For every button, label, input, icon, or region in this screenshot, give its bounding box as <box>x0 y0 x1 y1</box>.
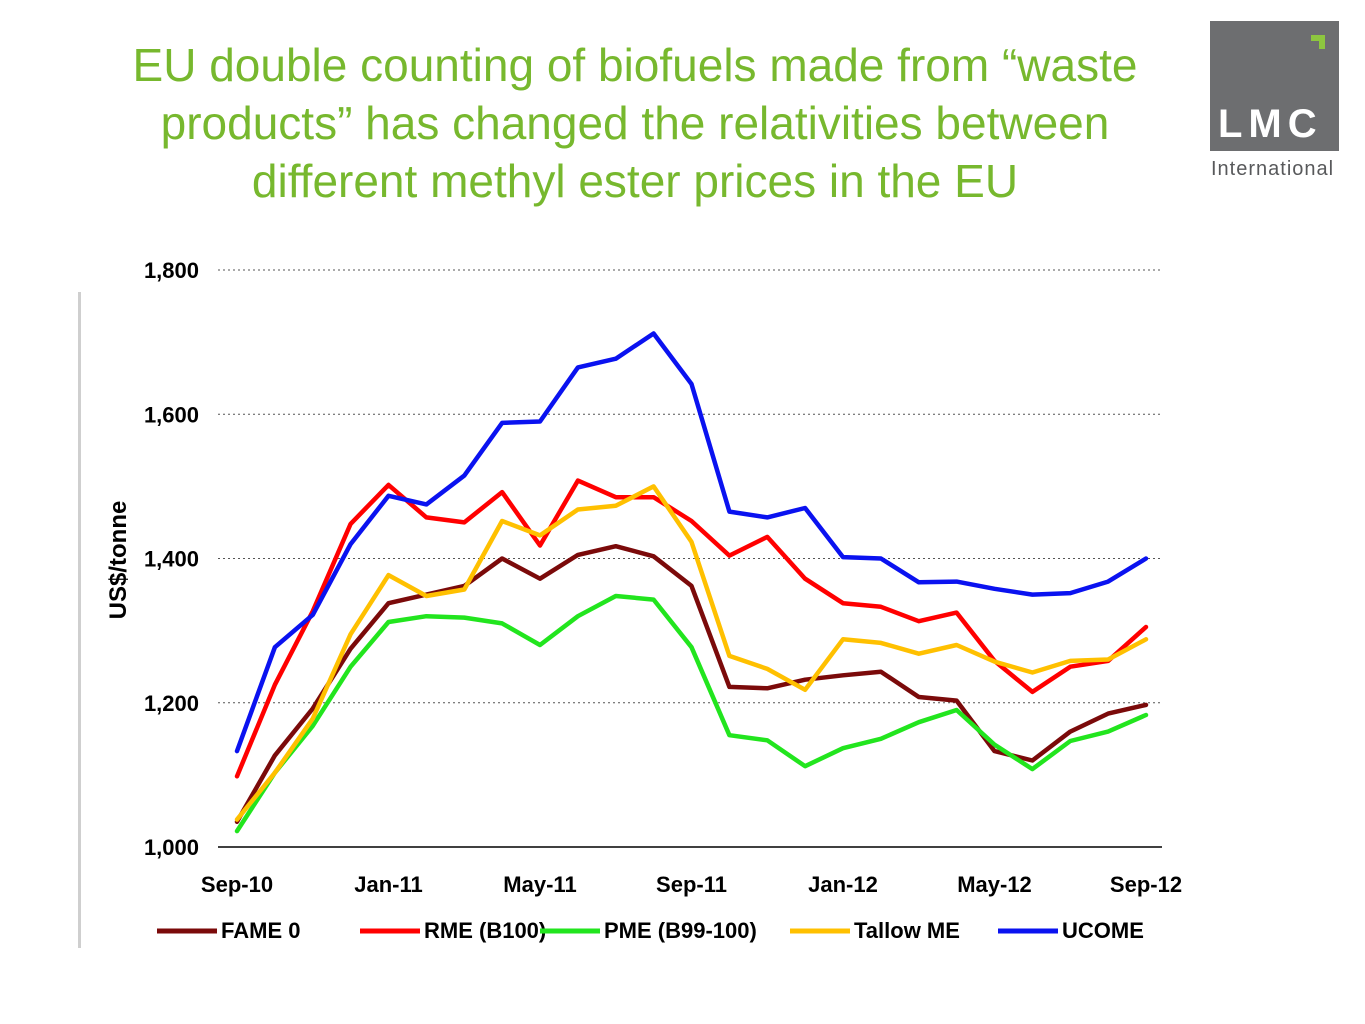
y-tick-label: 1,000 <box>144 835 199 860</box>
lmc-logo: LMC <box>1210 21 1339 151</box>
x-tick-label: Jan-11 <box>354 872 423 897</box>
legend: FAME 0 RME (B100) PME (B99-100) Tallow ME UC… <box>157 918 1144 943</box>
series-lines <box>234 331 1149 834</box>
legend-label: Tallow ME <box>854 918 960 943</box>
x-tick-label: Sep-10 <box>201 872 273 897</box>
y-axis-label: US$/tonne <box>105 501 132 620</box>
title-line-2: products” has changed the relativities b… <box>160 97 1110 149</box>
y-tick-label: 1,200 <box>144 691 199 716</box>
legend-label: PME (B99-100) <box>604 918 757 943</box>
legend-label: RME (B100) <box>424 918 546 943</box>
series-line-1 <box>234 543 1149 825</box>
logo-corner-accent <box>1311 35 1325 49</box>
logo-mark: LMC <box>1218 102 1323 146</box>
gridlines <box>218 269 1162 848</box>
y-tick-label: 1,600 <box>144 402 199 427</box>
y-axis-ticks: 1,000 1,200 1,400 1,600 1,800 <box>144 258 199 860</box>
y-tick-label: 1,400 <box>144 547 199 572</box>
series-line-4 <box>234 484 1149 822</box>
x-tick-label: Jan-12 <box>808 872 878 897</box>
legend-label: UCOME <box>1062 918 1144 943</box>
logo-subtitle: International <box>1211 158 1335 180</box>
x-tick-label: May-11 <box>503 872 576 897</box>
slide-title: EU double counting of biofuels made from… <box>60 36 1210 210</box>
legend-label: FAME 0 <box>221 918 300 943</box>
x-axis-ticks: Sep-10 Jan-11 May-11 Sep-11 Jan-12 May-12 Sep-… <box>201 872 1182 897</box>
x-tick-label: Sep-11 <box>656 872 727 897</box>
vertical-divider <box>78 292 81 948</box>
title-line-3: different methyl ester prices in the EU <box>251 155 1019 207</box>
x-tick-label: May-12 <box>957 872 1032 897</box>
series-line-3 <box>234 593 1149 834</box>
title-line-1: EU double counting of biofuels made from… <box>132 39 1138 91</box>
y-tick-label: 1,800 <box>144 258 199 283</box>
x-tick-label: Sep-12 <box>1110 872 1182 897</box>
series-line-5 <box>234 331 1149 754</box>
series-line-2 <box>234 478 1149 779</box>
